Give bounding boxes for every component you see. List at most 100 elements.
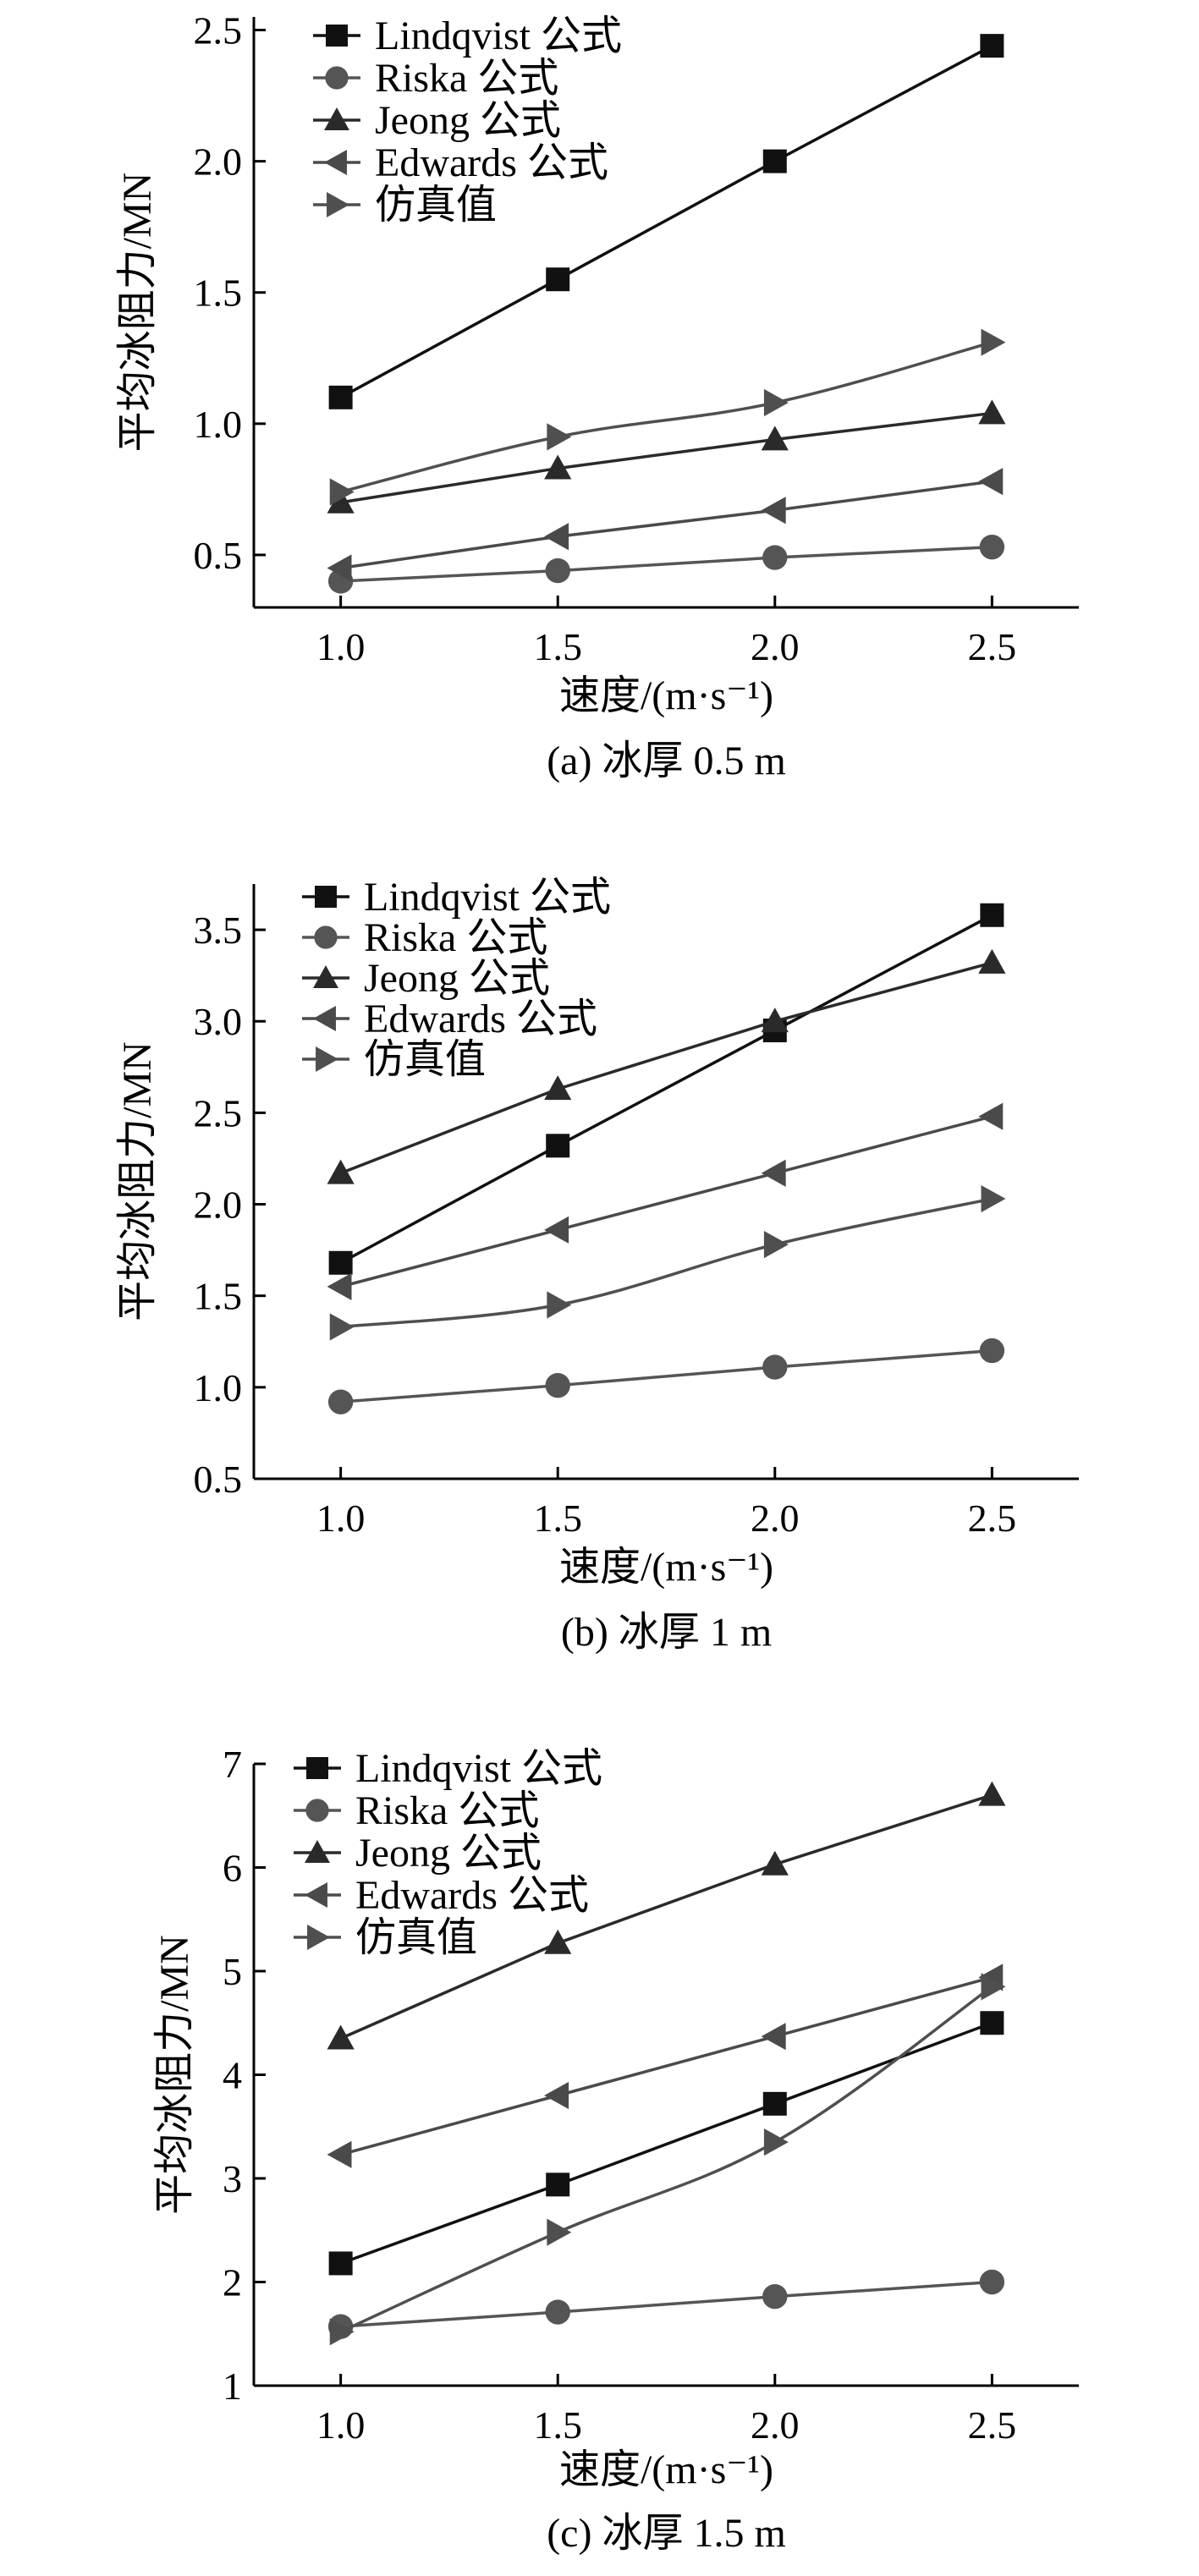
data-point-series-5 — [981, 328, 1006, 356]
legend-label-2: Riska 公式 — [355, 1788, 539, 1833]
chart-panel-2: 0.5 1.0 1.5 2.0 2.5 3.0 3.5 1.0 1.5 2.0 2.5 平均冰阻力/M… — [115, 875, 1079, 1655]
y-tick-label: 2.5 — [194, 9, 243, 52]
y-tick-label: 1.0 — [194, 403, 243, 446]
data-point-series-4 — [544, 2081, 569, 2110]
data-point-series-1 — [980, 34, 1004, 58]
x-axis-title: 速度/(m·s⁻¹) — [559, 673, 773, 718]
y-tick-label: 0.5 — [194, 1458, 243, 1501]
legend-marker-5 — [307, 1925, 330, 1950]
legend-marker-5 — [316, 1046, 338, 1072]
y-tick-label: 1 — [223, 2365, 242, 2408]
chart-panel-1: 0.5 1.0 1.5 2.0 2.5 1.0 1.5 2.0 2.5 平均冰阻力/MN 速度/(m… — [115, 9, 1079, 783]
data-point-series-2 — [979, 1337, 1005, 1364]
data-point-series-1 — [328, 385, 353, 409]
data-point-series-1 — [328, 2251, 353, 2276]
data-point-series-2 — [545, 2299, 570, 2325]
data-point-series-1 — [980, 903, 1004, 927]
series-line-3 — [339, 961, 993, 1175]
data-point-series-4 — [327, 2140, 352, 2168]
y-tick-label: 1.5 — [194, 272, 243, 315]
y-tick-label: 1.0 — [194, 1366, 243, 1409]
x-tick-label: 1.0 — [316, 625, 366, 668]
chart-caption: (c) 冰厚 1.5 m — [547, 2511, 786, 2556]
y-tick-label: 3.5 — [194, 909, 243, 952]
data-point-series-4 — [544, 1216, 569, 1244]
y-tick-label: 5 — [223, 1950, 242, 1993]
data-point-series-5 — [981, 1973, 1006, 2001]
data-point-series-1 — [546, 267, 570, 292]
x-tick-label: 1.5 — [533, 2403, 582, 2447]
y-axis-title: 平均冰阻力/MN — [152, 1935, 197, 2215]
data-point-series-5 — [981, 1184, 1006, 1213]
legend-label-2: Riska 公式 — [375, 56, 558, 101]
y-tick-label: 2.0 — [194, 1184, 243, 1227]
x-axis-title: 速度/(m·s⁻¹) — [559, 1545, 773, 1590]
series-line-5 — [340, 340, 993, 494]
data-point-series-5 — [763, 1231, 789, 1259]
data-point-series-4 — [544, 523, 569, 551]
x-tick-label: 2.0 — [751, 625, 800, 668]
data-point-series-1 — [328, 1250, 353, 1275]
data-point-series-5 — [763, 2128, 789, 2156]
data-point-series-2 — [545, 1372, 570, 1398]
data-point-series-4 — [761, 2023, 786, 2051]
legend-label-3: Jeong 公式 — [355, 1831, 542, 1876]
data-point-series-3 — [327, 2024, 355, 2050]
x-tick-label: 2.0 — [751, 2403, 800, 2447]
data-point-series-2 — [545, 557, 570, 584]
legend-label-4: Edwards 公式 — [375, 140, 608, 185]
legend-marker-3 — [324, 107, 349, 130]
legend-label-5: 仿真值 — [375, 183, 497, 228]
legend-label-4: Edwards 公式 — [364, 997, 597, 1041]
data-point-series-5 — [329, 2318, 355, 2346]
series-line-4 — [340, 480, 993, 570]
x-tick-label: 2.5 — [968, 1497, 1017, 1540]
data-point-series-1 — [980, 2011, 1004, 2035]
legend-label-1: Lindqvist 公式 — [355, 1746, 602, 1791]
data-point-series-4 — [327, 1272, 352, 1300]
y-tick-label: 1.5 — [194, 1275, 243, 1318]
y-tick-label: 3.0 — [194, 1000, 243, 1043]
series-line-2 — [340, 1348, 993, 1403]
y-tick-label: 0.5 — [194, 534, 243, 577]
data-point-series-3 — [327, 1159, 355, 1184]
data-point-series-4 — [761, 497, 786, 525]
data-point-series-3 — [978, 399, 1006, 425]
data-point-series-2 — [762, 2283, 788, 2310]
series-line-5 — [340, 1197, 993, 1329]
series-line-4 — [340, 1975, 993, 2156]
y-tick-label: 2.5 — [194, 1091, 243, 1134]
x-tick-label: 2.0 — [751, 1497, 800, 1540]
data-point-series-5 — [547, 1291, 572, 1319]
data-point-series-5 — [547, 2218, 572, 2246]
y-axis-title: 平均冰阻力/MN — [115, 173, 160, 453]
legend-marker-4 — [313, 1006, 336, 1031]
series-line-4 — [340, 1115, 993, 1288]
legend-label-1: Lindqvist 公式 — [364, 875, 611, 920]
data-point-series-4 — [978, 1102, 1004, 1130]
y-axis-title: 平均冰阻力/MN — [115, 1041, 160, 1321]
data-point-series-3 — [761, 1008, 789, 1033]
legend-marker-4 — [324, 150, 347, 175]
legend-label-2: Riska 公式 — [364, 915, 547, 960]
data-point-series-1 — [546, 1134, 570, 1158]
data-point-series-4 — [978, 467, 1004, 496]
data-point-series-3 — [544, 1929, 572, 1954]
legend-label-3: Jeong 公式 — [375, 98, 561, 143]
data-point-series-2 — [327, 1389, 354, 1414]
y-tick-label: 2.0 — [194, 140, 243, 184]
x-tick-label: 1.0 — [316, 1497, 366, 1540]
y-tick-label: 7 — [223, 1743, 242, 1786]
data-point-series-5 — [329, 478, 355, 506]
data-point-series-4 — [761, 1159, 786, 1187]
chart-caption: (a) 冰厚 0.5 m — [547, 739, 786, 783]
x-tick-label: 1.0 — [316, 2403, 366, 2447]
y-tick-label: 4 — [223, 2054, 242, 2097]
data-point-series-3 — [761, 426, 789, 451]
series-line-1 — [339, 914, 993, 1265]
chart-caption: (b) 冰厚 1 m — [561, 1610, 772, 1655]
